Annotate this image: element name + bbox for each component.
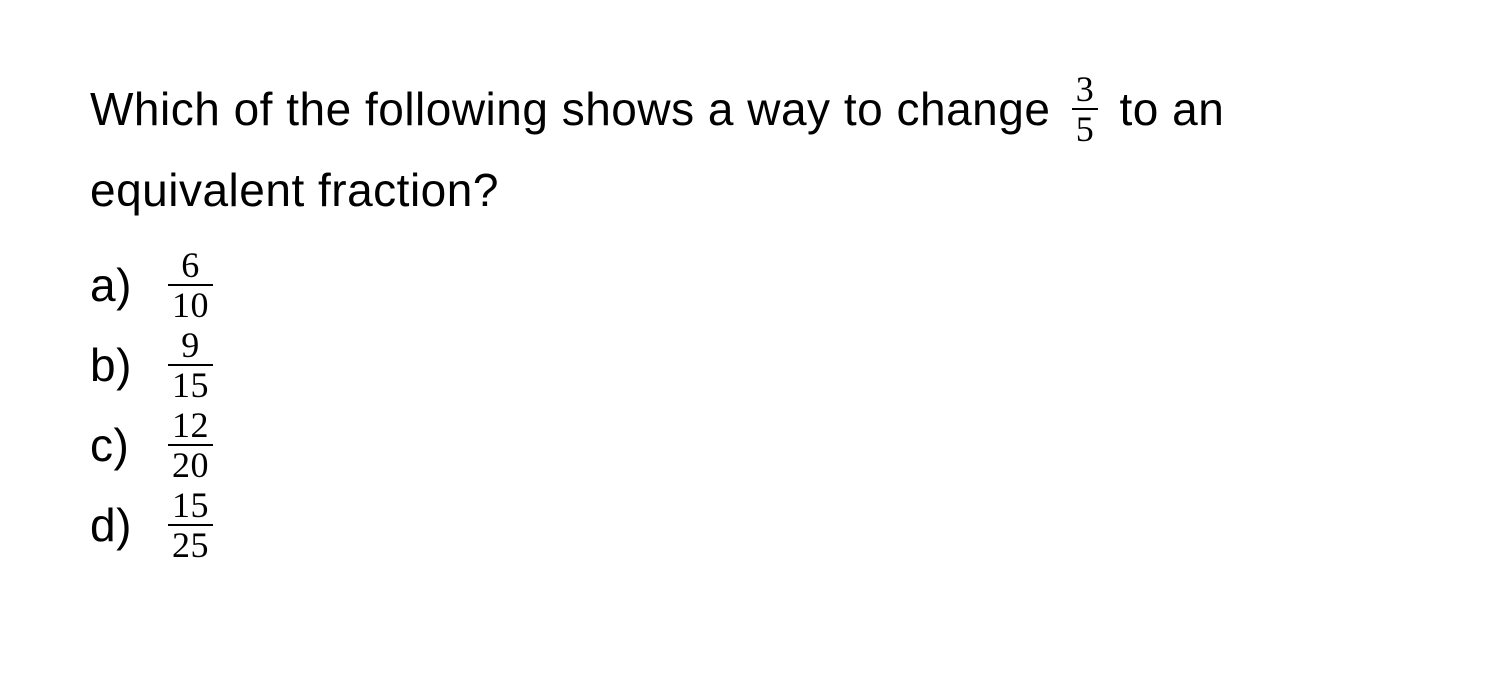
option-fraction-denominator: 10 [168, 284, 213, 323]
option-fraction: 9 15 [168, 327, 213, 403]
option-fraction-denominator: 15 [168, 364, 213, 403]
option-label: c) [90, 422, 160, 468]
option-fraction-numerator: 6 [177, 247, 204, 284]
option-fraction: 15 25 [168, 487, 213, 563]
option-fraction-numerator: 9 [177, 327, 204, 364]
option-label: d) [90, 502, 160, 548]
question-block: Which of the following shows a way to ch… [90, 70, 1410, 229]
option-fraction-denominator: 25 [168, 524, 213, 563]
option-b: b) 9 15 [90, 327, 1410, 403]
option-fraction-numerator: 15 [168, 487, 213, 524]
option-label: b) [90, 342, 160, 388]
question-fraction-numerator: 3 [1072, 71, 1099, 108]
option-fraction-denominator: 20 [168, 444, 213, 483]
option-a: a) 6 10 [90, 247, 1410, 323]
options-list: a) 6 10 b) 9 15 c) 12 20 d) 15 25 [90, 247, 1410, 563]
option-label: a) [90, 262, 160, 308]
option-fraction-numerator: 12 [168, 407, 213, 444]
option-d: d) 15 25 [90, 487, 1410, 563]
option-fraction: 12 20 [168, 407, 213, 483]
question-text-before: Which of the following shows a way to ch… [90, 83, 1064, 135]
question-fraction: 3 5 [1072, 71, 1099, 147]
option-fraction: 6 10 [168, 247, 213, 323]
option-c: c) 12 20 [90, 407, 1410, 483]
question-fraction-denominator: 5 [1072, 108, 1099, 147]
